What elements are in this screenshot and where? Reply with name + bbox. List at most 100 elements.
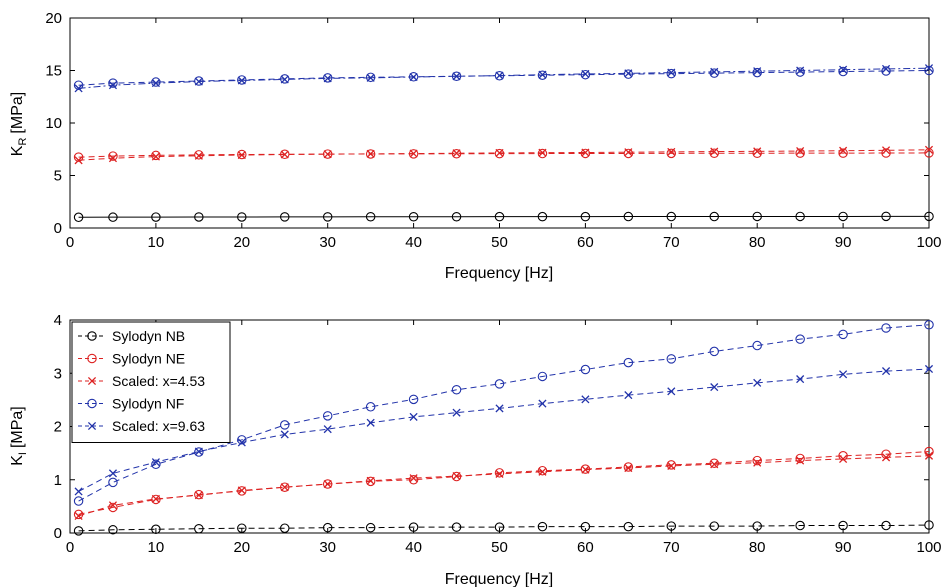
data-point xyxy=(624,148,633,157)
x-tick-label: 30 xyxy=(319,539,336,556)
data-point xyxy=(409,149,418,158)
data-point xyxy=(494,468,505,478)
data-point xyxy=(237,76,246,85)
data-point xyxy=(108,78,118,88)
data-point xyxy=(74,84,83,93)
data-point xyxy=(451,471,462,482)
series-top-4 xyxy=(74,64,934,93)
x-tick-label: 100 xyxy=(916,539,941,556)
data-point xyxy=(451,385,462,395)
data-point xyxy=(495,404,504,413)
data-point xyxy=(408,394,419,405)
data-point xyxy=(366,149,375,158)
data-point xyxy=(194,150,204,160)
data-point xyxy=(538,148,547,157)
data-point xyxy=(537,211,548,222)
data-point xyxy=(151,150,161,161)
y-axis-label-bottom: KI [MPa] xyxy=(9,406,29,466)
data-point xyxy=(623,148,634,159)
data-point xyxy=(623,462,634,472)
x-tick-label: 10 xyxy=(148,234,165,251)
data-point xyxy=(623,69,634,79)
data-point xyxy=(495,148,504,157)
legend-entry-label: Sylodyn NF xyxy=(112,396,184,412)
data-point xyxy=(881,367,891,376)
data-point xyxy=(73,212,84,223)
data-point xyxy=(366,73,375,82)
data-point xyxy=(322,73,333,83)
data-point xyxy=(752,521,762,531)
data-point xyxy=(667,387,676,396)
data-point xyxy=(881,146,891,155)
data-point xyxy=(667,147,676,156)
data-point xyxy=(881,520,891,531)
data-point xyxy=(409,412,418,421)
data-point xyxy=(365,212,376,222)
data-point xyxy=(537,465,548,476)
x-tick-label: 40 xyxy=(405,539,422,556)
data-point xyxy=(73,496,84,506)
chart-bottom: KI[MPa] Frequency [Hz] 0 10 20 30 40 50 60 70 80… xyxy=(9,312,942,587)
legend-entry-label: Scaled: x=4.53 xyxy=(112,373,205,389)
data-point xyxy=(366,418,375,427)
y-tick-label: 4 xyxy=(54,312,62,329)
data-point xyxy=(838,520,848,531)
legend-entry-label: Scaled: x=9.63 xyxy=(112,418,205,434)
data-point xyxy=(151,524,161,535)
data-point xyxy=(795,453,805,464)
y-axis-label-top: KR [MPa] xyxy=(9,92,29,156)
data-point xyxy=(194,151,203,160)
data-point xyxy=(580,69,591,80)
y-tick-label: 10 xyxy=(45,115,62,132)
legend-box xyxy=(71,321,231,443)
data-point xyxy=(924,211,934,222)
data-point xyxy=(881,449,891,459)
data-point xyxy=(237,212,247,222)
data-point xyxy=(194,489,204,500)
data-point xyxy=(752,148,762,158)
data-point xyxy=(151,212,161,222)
data-point xyxy=(881,66,891,76)
series-bottom-0 xyxy=(73,520,934,536)
data-point xyxy=(710,383,719,392)
data-point xyxy=(795,148,805,158)
legend-swatch-marker xyxy=(87,331,97,341)
data-point xyxy=(838,148,848,158)
data-point xyxy=(194,77,203,86)
series-line xyxy=(78,324,930,502)
legend-swatch-marker xyxy=(87,353,97,364)
data-point xyxy=(924,65,934,76)
data-point xyxy=(151,459,161,470)
data-point xyxy=(366,476,375,485)
y-tick-label: 1 xyxy=(54,472,62,489)
data-point xyxy=(108,212,118,222)
data-point xyxy=(838,66,848,77)
series-line xyxy=(78,215,929,218)
data-point xyxy=(322,212,333,222)
data-point xyxy=(108,525,118,535)
y-tick-label: 20 xyxy=(45,10,62,27)
data-point xyxy=(709,458,719,468)
data-point xyxy=(666,148,677,159)
x-tick-label: 100 xyxy=(916,234,941,251)
data-point xyxy=(666,521,677,531)
data-point xyxy=(623,357,634,368)
x-tick-label: 30 xyxy=(319,234,336,251)
data-point xyxy=(73,152,84,162)
data-point xyxy=(538,70,547,79)
data-point xyxy=(795,211,805,222)
data-point xyxy=(194,491,203,500)
data-point xyxy=(408,522,419,532)
x-tick-label: 0 xyxy=(66,234,74,251)
data-point xyxy=(623,211,634,222)
series-bottom-4 xyxy=(74,364,934,496)
data-point xyxy=(581,395,590,404)
x-tick-label: 10 xyxy=(148,539,165,556)
data-point xyxy=(796,146,805,156)
data-point xyxy=(796,375,805,384)
series-line xyxy=(78,451,930,515)
legend-entry-label: Sylodyn NE xyxy=(112,351,185,367)
legend-swatch-marker xyxy=(87,398,97,409)
data-point xyxy=(624,69,633,78)
data-point xyxy=(494,379,505,389)
